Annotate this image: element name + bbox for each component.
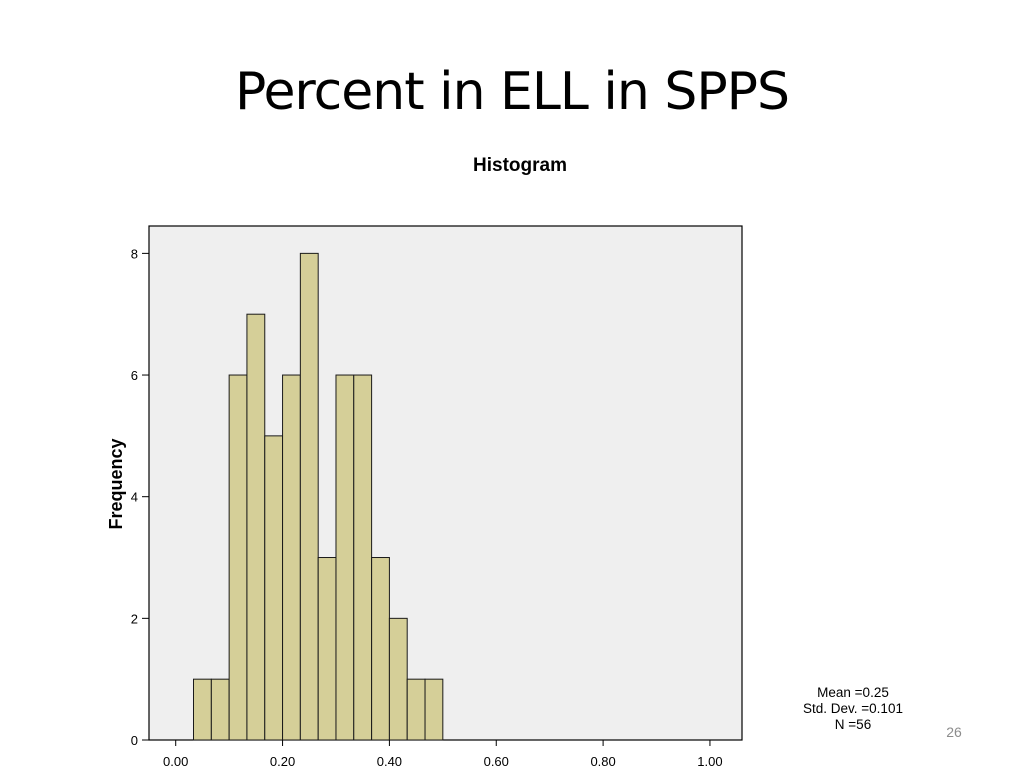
- chart-title: Histogram: [473, 155, 567, 176]
- histogram-bar-3: [228, 374, 248, 741]
- histogram-bar-12: [388, 617, 408, 741]
- x-tick-label: 0.20: [270, 754, 295, 768]
- histogram-bar-9: [335, 374, 355, 741]
- histogram-bar-4: [246, 313, 266, 741]
- y-tick-label: 4: [131, 490, 138, 505]
- histogram-bar-5: [264, 435, 284, 741]
- histogram-bar-8: [317, 557, 337, 741]
- slide-number: 26: [946, 724, 962, 740]
- x-tick-label: 1.00: [697, 754, 722, 768]
- bars-layer: [193, 252, 444, 741]
- x-tick-label: 0.00: [163, 754, 188, 768]
- stats-mean: Mean =0.25: [817, 685, 889, 700]
- y-tick-label: 2: [131, 611, 138, 626]
- histogram-bar-7: [299, 252, 319, 741]
- axes-layer: 0.00 0.20 0.40 0.60 0.80 1.00 0 2 4 6 8: [131, 246, 723, 768]
- stats-std-dev: Std. Dev. =0.101: [803, 701, 903, 716]
- stats-n: N =56: [834, 717, 872, 732]
- y-tick-label: 8: [131, 246, 138, 261]
- histogram-bar-2: [210, 678, 230, 741]
- y-axis-label: Frequency: [106, 438, 126, 529]
- y-tick-label: 6: [131, 368, 138, 383]
- histogram-bar-13: [406, 678, 426, 741]
- histogram-bar-14: [424, 678, 444, 741]
- histogram-bar-11: [371, 557, 390, 741]
- x-tick-label: 0.80: [590, 754, 615, 768]
- x-tick-label: 0.60: [484, 754, 509, 768]
- histogram-bar-6: [282, 374, 301, 741]
- y-tick-label: 0: [131, 733, 138, 748]
- slide-title: Percent in ELL in SPPS: [234, 62, 790, 122]
- histogram-bar-10: [353, 374, 373, 741]
- histogram-bar-1: [193, 678, 212, 741]
- x-tick-label: 0.40: [377, 754, 402, 768]
